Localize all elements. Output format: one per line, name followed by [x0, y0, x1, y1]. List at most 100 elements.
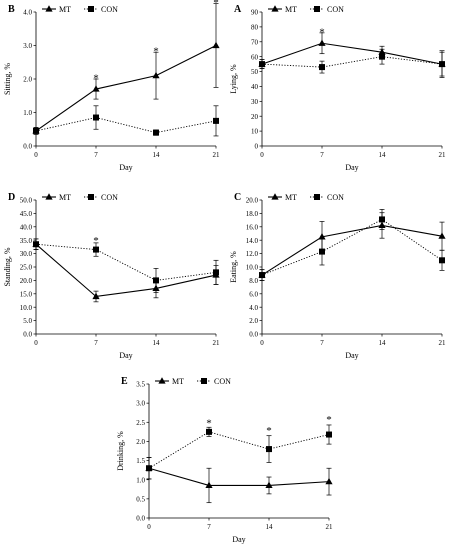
data-point: [153, 277, 159, 284]
y-tick-label: 20.0: [246, 197, 259, 205]
significance-marker: *: [93, 235, 99, 247]
data-point: [326, 431, 332, 438]
x-tick-label: 0: [34, 339, 38, 347]
data-point: [146, 465, 152, 472]
series-line: [261, 218, 443, 276]
y-tick-label: 3.0: [23, 42, 32, 50]
x-tick-label: 0: [147, 523, 151, 531]
legend-marker: [88, 194, 94, 200]
data-point: [152, 71, 160, 79]
data-point: [439, 61, 445, 68]
data-point: [33, 241, 39, 248]
y-tick-label: 4.0: [23, 9, 32, 17]
x-tick-label: 7: [94, 339, 98, 347]
legend-label: MT: [285, 193, 297, 202]
chart-svg: A 0 10 20 30 40 50 60 70 80 90 0 7 14 21 Day Lying, % * MT…: [229, 4, 446, 172]
y-tick-label: 18.0: [246, 210, 259, 218]
legend-label: CON: [327, 193, 344, 202]
y-tick-label: 5.0: [23, 317, 32, 325]
y-tick-label: 90: [251, 9, 259, 17]
panel-c: C 0.0 2.0 4.0 6.0 8.0 10.0 12.0 14.0 16.0 18.0 20.0…: [226, 188, 452, 370]
series-con: [259, 209, 445, 281]
legend-label: MT: [172, 377, 184, 386]
data-point: [266, 446, 272, 453]
y-tick-label: 70: [251, 38, 259, 46]
y-axis-title: Eating, %: [229, 251, 238, 283]
significance-marker: *: [153, 46, 159, 58]
legend-label: CON: [101, 193, 118, 202]
x-tick-label: 21: [213, 339, 221, 347]
x-tick-label: 14: [266, 523, 274, 531]
series-mt: [32, 3, 220, 135]
legend-label: MT: [285, 5, 297, 14]
x-tick-label: 21: [326, 523, 334, 531]
legend-marker: [314, 194, 320, 200]
series-con: [146, 424, 332, 480]
panel-e: E 0.0 0.5 1.0 1.5 2.0 2.5 3.0 3.5 0 7 14 21 Day Drinki…: [113, 372, 339, 554]
series-line: [148, 431, 330, 469]
significance-marker: *: [93, 72, 99, 84]
y-axis-title: Sitting, %: [3, 63, 12, 95]
legend-marker: [271, 5, 279, 12]
series-mt: [145, 457, 333, 504]
legend: MT CON: [268, 5, 344, 14]
data-point: [212, 41, 220, 49]
y-tick-label: 0.5: [136, 495, 145, 503]
legend-marker: [314, 6, 320, 12]
y-tick-label: 30: [251, 98, 259, 106]
y-tick-label: 80: [251, 23, 259, 31]
x-axis-title: Day: [232, 535, 245, 544]
series-line: [261, 224, 443, 276]
series-line: [35, 243, 217, 298]
series-line: [261, 56, 443, 68]
panel-d: D 0.0 5.0 10.0 15.0 20.0 25.0 30.0 35.0 40.0 45.0 5…: [0, 188, 226, 370]
data-point: [379, 53, 385, 60]
series-line: [35, 117, 217, 134]
x-tick-label: 7: [320, 151, 324, 159]
legend-label: MT: [59, 193, 71, 202]
y-axis-title: Standing, %: [3, 247, 12, 286]
y-tick-label: 45.0: [20, 210, 33, 218]
chart-svg: E 0.0 0.5 1.0 1.5 2.0 2.5 3.0 3.5 0 7 14 21 Day Drinki…: [116, 376, 334, 544]
y-tick-label: 10: [251, 128, 259, 136]
panel-letter: B: [8, 4, 15, 15]
y-tick-label: 40: [251, 83, 259, 91]
data-point: [319, 64, 325, 71]
y-tick-label: 10.0: [246, 264, 259, 272]
data-point: [205, 481, 213, 489]
y-tick-label: 12.0: [246, 250, 259, 258]
x-tick-label: 14: [153, 339, 161, 347]
legend-marker: [201, 378, 207, 384]
chart-svg: D 0.0 5.0 10.0 15.0 20.0 25.0 30.0 35.0 40.0 45.0 5…: [3, 192, 221, 360]
x-axis-title: Day: [119, 351, 132, 360]
x-tick-label: 21: [213, 151, 221, 159]
y-tick-label: 20: [251, 113, 259, 121]
data-point: [438, 232, 446, 239]
legend-label: CON: [214, 377, 231, 386]
data-point: [318, 39, 326, 46]
y-tick-label: 40.0: [20, 223, 33, 231]
data-point: [379, 216, 385, 223]
data-point: [93, 114, 99, 121]
data-point: [92, 85, 100, 92]
y-tick-label: 50.0: [20, 197, 33, 205]
y-tick-label: 15.0: [20, 290, 33, 298]
x-tick-label: 7: [207, 523, 211, 531]
y-tick-label: 3.5: [136, 381, 145, 389]
x-tick-label: 14: [153, 151, 161, 159]
y-tick-label: 20.0: [20, 277, 33, 285]
y-tick-label: 60: [251, 53, 259, 61]
series-con: [33, 105, 219, 137]
data-point: [259, 272, 265, 279]
data-point: [92, 292, 100, 300]
y-tick-label: 2.0: [23, 76, 32, 84]
series-mt: [258, 212, 446, 281]
legend-marker: [45, 193, 53, 200]
series-line: [35, 243, 217, 281]
y-axis-title: Lying, %: [229, 64, 238, 94]
panel-letter: E: [121, 376, 128, 387]
series-con: [259, 48, 445, 77]
data-point: [265, 481, 273, 489]
panel-letter: C: [234, 192, 241, 203]
